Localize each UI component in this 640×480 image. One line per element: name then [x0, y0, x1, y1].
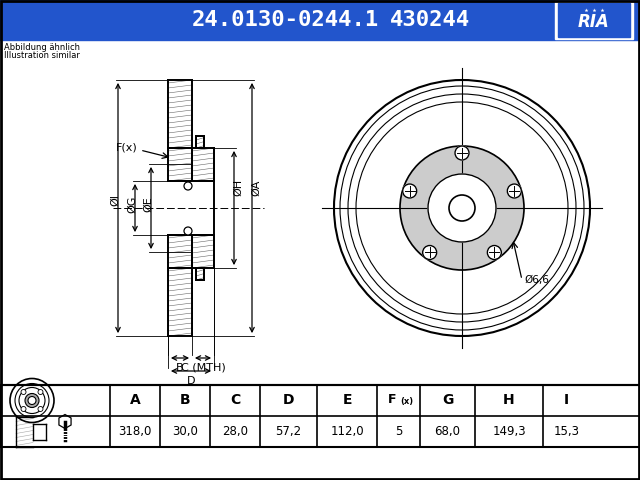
Text: H: H — [503, 394, 515, 408]
Text: 30,0: 30,0 — [172, 425, 198, 438]
Text: 5: 5 — [395, 425, 402, 438]
Text: ØI: ØI — [110, 194, 120, 206]
Text: 24.0130-0244.1: 24.0130-0244.1 — [191, 10, 379, 30]
Text: D: D — [283, 394, 294, 408]
Circle shape — [422, 245, 436, 260]
Text: D: D — [187, 376, 195, 386]
Text: 15,3: 15,3 — [554, 425, 579, 438]
Text: 57,2: 57,2 — [275, 425, 301, 438]
Circle shape — [184, 182, 192, 190]
Bar — [0, 385, 640, 447]
Circle shape — [428, 174, 496, 242]
Text: F: F — [388, 393, 397, 406]
Circle shape — [487, 245, 501, 260]
Bar — [555, 1, 633, 39]
Circle shape — [38, 407, 43, 411]
Circle shape — [455, 146, 469, 160]
Circle shape — [403, 184, 417, 198]
Text: ØE: ØE — [143, 196, 153, 212]
Circle shape — [21, 389, 26, 395]
Text: 430244: 430244 — [390, 10, 470, 30]
Circle shape — [184, 227, 192, 235]
Text: C: C — [230, 394, 240, 408]
Text: G: G — [442, 394, 453, 408]
Text: 318,0: 318,0 — [118, 425, 152, 438]
Text: I: I — [564, 394, 569, 408]
Circle shape — [508, 184, 522, 198]
Text: E: E — [342, 394, 352, 408]
Text: (x): (x) — [401, 397, 413, 406]
Circle shape — [449, 195, 475, 221]
Bar — [0, 0, 640, 40]
Text: 112,0: 112,0 — [330, 425, 364, 438]
Text: A: A — [130, 394, 140, 408]
Text: B: B — [180, 394, 190, 408]
Text: F(x): F(x) — [116, 143, 138, 153]
Text: Illustration similar: Illustration similar — [4, 51, 80, 60]
Text: 149,3: 149,3 — [492, 425, 526, 438]
Text: RIA: RIA — [578, 13, 610, 31]
Bar — [558, 3, 630, 37]
Text: ØG: ØG — [127, 196, 137, 214]
Circle shape — [25, 394, 39, 408]
Text: 68,0: 68,0 — [435, 425, 461, 438]
Circle shape — [38, 389, 43, 395]
Circle shape — [28, 396, 36, 405]
Circle shape — [400, 146, 524, 270]
Text: ØA: ØA — [251, 180, 261, 196]
Text: C (MTH): C (MTH) — [180, 363, 225, 373]
Text: 28,0: 28,0 — [222, 425, 248, 438]
Circle shape — [21, 407, 26, 411]
Text: B: B — [176, 363, 184, 373]
Text: ØH: ØH — [233, 179, 243, 196]
Text: Abbildung ähnlich: Abbildung ähnlich — [4, 43, 80, 52]
Text: Ø6,6: Ø6,6 — [524, 275, 549, 285]
